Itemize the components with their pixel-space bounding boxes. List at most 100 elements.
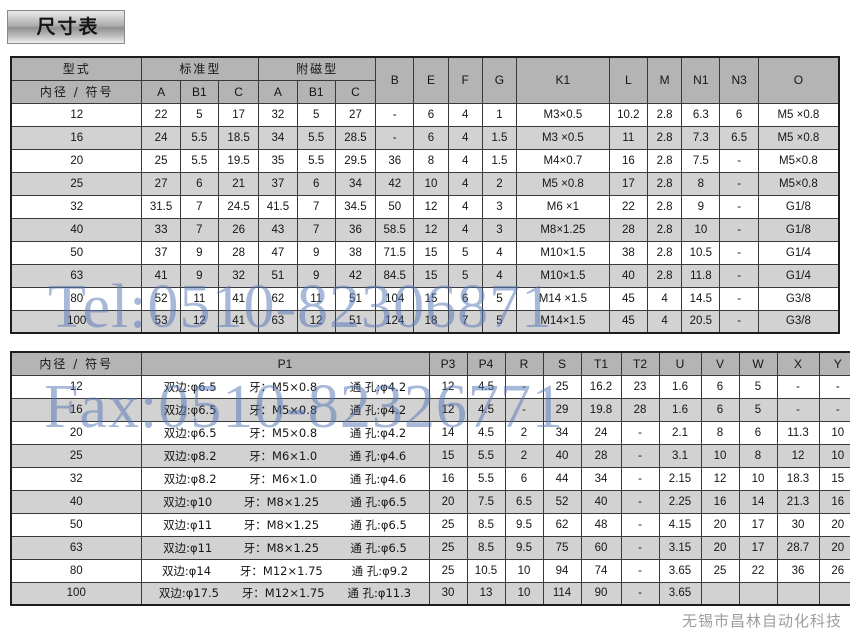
cell-bore: 32 [10, 194, 143, 219]
cell-std_C: 21 [217, 171, 260, 196]
cell-E: 18 [413, 309, 449, 334]
cell-mag_A: 43 [258, 217, 298, 242]
cell-R: 2 [504, 443, 544, 468]
cell-std_C: 17 [217, 102, 260, 127]
cell-mag_B1: 9 [296, 240, 336, 265]
cell-X: 12 [776, 443, 820, 468]
cell-R: - [504, 374, 544, 399]
cell-N3: - [719, 263, 759, 288]
header-mag-A: A [258, 79, 298, 104]
cell-T2: - [620, 466, 660, 491]
cell-M: 2.8 [646, 263, 683, 288]
header-standard-type: 标准型 [141, 56, 260, 81]
cell-p1_b: 牙：M6×1.0 [249, 471, 318, 486]
cell-P1: 双边:φ8.2 牙：M6×1.0 通 孔:φ4.6 [140, 466, 430, 491]
cell-p1_c: 通 孔:φ6.5 [350, 540, 407, 555]
cell-P4: 8.5 [466, 535, 506, 560]
cell-N1: 8 [681, 171, 721, 196]
cell-V: 20 [700, 535, 740, 560]
table-header-group-row: 型式 标准型 附磁型 B E F G K1 L M N1 N3 O [10, 56, 840, 104]
cell-T2: - [620, 443, 660, 468]
cell-T1: 19.8 [580, 397, 622, 422]
cell-P3: 12 [428, 374, 468, 399]
cell-bore: 20 [10, 420, 142, 445]
cell-Y: 15 [818, 466, 850, 491]
cell-L: 40 [608, 263, 648, 288]
header-bore-symbol: 内径 / 符号 [10, 79, 143, 104]
table-row: 63 41 9 32 51 9 42 84.5 15 5 4 M10×1.5 40 2.8 11.8- G1/… [10, 263, 840, 288]
cell-P3: 30 [428, 581, 468, 606]
cell-T1: 24 [580, 420, 622, 445]
cell-N1: 7.5 [681, 148, 721, 173]
table-row: 32 31.5 7 24.5 41.5 7 34.5 50 12 4 3 M6 ×1 22 2.8 9- G1… [10, 194, 840, 219]
cell-P1: 双边:φ11 牙：M8×1.25 通 孔:φ6.5 [140, 535, 430, 560]
cell-P1: 双边:φ6.5 牙：M5×0.8 通 孔:φ4.2 [140, 397, 430, 422]
cell-S: 75 [542, 535, 582, 560]
cell-P3: 14 [428, 420, 468, 445]
cell-p1_c: 通 孔:φ4.6 [349, 471, 407, 486]
header-col-B: B [375, 56, 415, 104]
cell-E: 12 [413, 194, 449, 219]
cell-P1: 双边:φ8.2 牙：M6×1.0 通 孔:φ4.6 [140, 443, 430, 468]
dimension-table-ports: 内径 / 符号 P1 P3 P4 R S T1 T2 U V W X Y 12 双… [10, 351, 850, 606]
cell-G: 1 [481, 102, 518, 127]
table-row: 50 双边:φ11 牙：M8×1.25 通 孔:φ6.5 25 8.5 9.5 62 48-4.… [10, 512, 850, 537]
cell-F: 7 [447, 309, 483, 334]
cell-E: 15 [413, 286, 449, 311]
cell-E: 12 [413, 217, 449, 242]
cell-p1_a: 双边:φ17.5 [158, 586, 219, 601]
cell-mag_B1: 7 [296, 194, 336, 219]
cell-bore: 12 [10, 102, 143, 127]
cell-N3: - [719, 148, 759, 173]
cell-T1: 28 [580, 443, 622, 468]
cell-S: 34 [542, 420, 582, 445]
table-row: 20 25 5.5 19.5 35 5.5 29.5 36 8 4 1.5 M4×0.7 16 2.8 7.… [10, 148, 840, 173]
header-col-U: U [658, 351, 702, 376]
cell-T2: 23 [620, 374, 660, 399]
cell-T1: 60 [580, 535, 622, 560]
cell-mag_C: 38 [334, 240, 377, 265]
cell-p1_a: 双边:φ6.5 [163, 402, 217, 417]
cell-p1_c: 通 孔:φ4.2 [349, 425, 407, 440]
cell-p1_a: 双边:φ11 [163, 540, 213, 555]
cell-std_B1: 12 [179, 309, 219, 334]
cell-mag_A: 62 [258, 286, 298, 311]
cell-O: M5×0.8 [757, 148, 840, 173]
cell-P1: 双边:φ6.5 牙：M5×0.8 通 孔:φ4.2 [140, 374, 430, 399]
cell-p1_c: 通 孔:φ6.5 [350, 494, 407, 509]
cell-F: 4 [447, 125, 483, 150]
cell-W: 6 [738, 420, 778, 445]
cell-std_C: 41 [217, 286, 260, 311]
cell-M: 4 [646, 286, 683, 311]
header-std-B1: B1 [179, 79, 219, 104]
cell-mag_C: 42 [334, 263, 377, 288]
cell-bore: 80 [10, 286, 143, 311]
table-row: 50 37 9 28 47 9 38 71.5 15 5 4 M10×1.5 38 2.8 10.5- G1/… [10, 240, 840, 265]
cell-X: - [776, 374, 820, 399]
cell-std_B1: 5.5 [179, 125, 219, 150]
cell-mag_B1: 5.5 [296, 125, 336, 150]
cell-E: 6 [413, 102, 449, 127]
cell-Y: 20 [818, 535, 850, 560]
header-col-G: G [481, 56, 518, 104]
cell-R: - [504, 397, 544, 422]
cell-bore: 16 [10, 397, 142, 422]
cell-T1: 34 [580, 466, 622, 491]
cell-p1_b: 牙：M12×1.75 [241, 586, 325, 601]
cell-std_B1: 5 [179, 102, 219, 127]
header-col-N3: N3 [719, 56, 759, 104]
cell-S: 25 [542, 374, 582, 399]
cell-M: 2.8 [646, 125, 683, 150]
cell-std_B1: 6 [179, 171, 219, 196]
header-col-M: M [646, 56, 683, 104]
cell-P4: 4.5 [466, 420, 506, 445]
cell-mag_A: 35 [258, 148, 298, 173]
cell-K1: M10×1.5 [516, 240, 610, 265]
cell-p1_b: 牙：M5×0.8 [249, 402, 318, 417]
header-ports-bore-symbol: 内径 / 符号 [10, 351, 142, 376]
cell-W: 17 [738, 535, 778, 560]
table-row: 63 双边:φ11 牙：M8×1.25 通 孔:φ6.5 25 8.5 9.5 75 60-3.… [10, 535, 850, 560]
cell-N1: 7.3 [681, 125, 721, 150]
cell-std_C: 19.5 [217, 148, 260, 173]
